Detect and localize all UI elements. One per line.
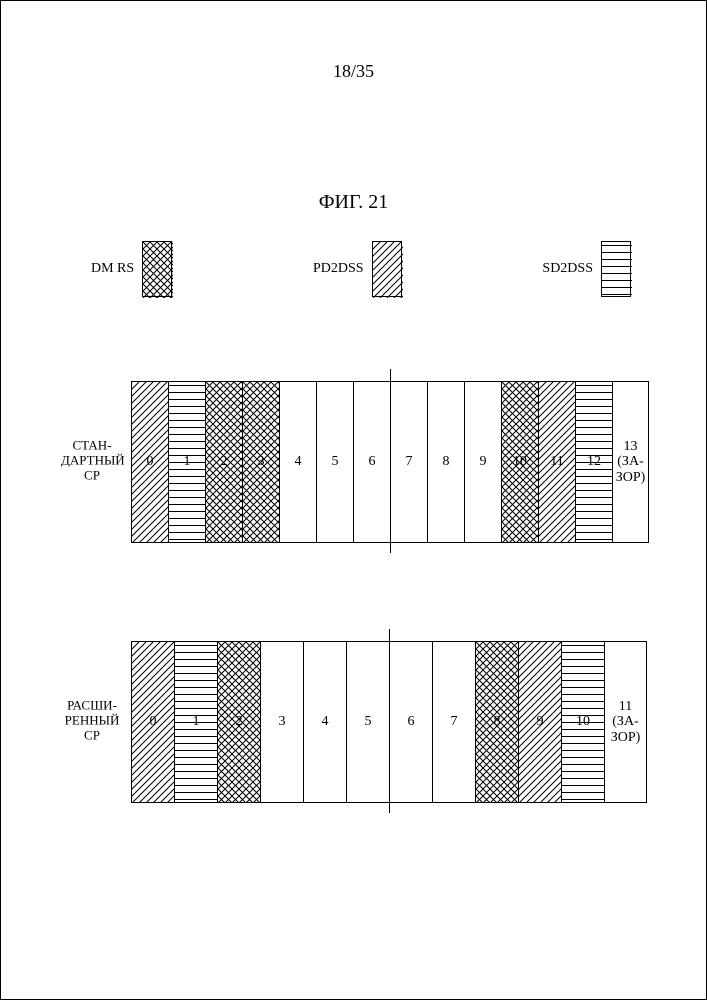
chart-cell-label: 3: [279, 714, 286, 729]
chart-cell-label: 1: [193, 714, 200, 729]
chart: РАСШИ-РЕННЫЙCP 0 1 2 3 4 5 6 7 8 9 10 11(ЗА-ЗОР): [61, 641, 647, 801]
chart-cell-label: 10: [513, 454, 527, 469]
chart-cell: 9: [518, 642, 561, 802]
chart-cell-label: 2: [221, 454, 228, 469]
chart-label-line: ДАРТНЫЙ: [61, 453, 125, 468]
chart-cell: 9: [464, 382, 501, 542]
chart: СТАН-ДАРТНЫЙCP012345678910111213(ЗА-ЗОР): [61, 381, 649, 541]
chart-label-line: СТАН-: [72, 438, 111, 453]
chart-cell-label: 0: [147, 454, 154, 469]
chart-cell-label: 7: [451, 714, 458, 729]
chart-midline: [390, 369, 391, 553]
chart-cell: 4: [303, 642, 346, 802]
chart-cell-label: 6: [408, 714, 415, 729]
chart-cell: 2: [217, 642, 260, 802]
chart-cell-label: 7: [406, 454, 413, 469]
chart-cell: 11(ЗА-ЗОР): [604, 642, 647, 802]
chart-cell-label: 5: [365, 714, 372, 729]
legend-swatch: [142, 241, 172, 297]
figure-title: ФИГ. 21: [1, 191, 706, 214]
chart-cell: 3: [260, 642, 303, 802]
chart-label: РАСШИ-РЕННЫЙCP: [61, 699, 123, 744]
chart-cell-label: 1: [184, 454, 191, 469]
chart-label: СТАН-ДАРТНЫЙCP: [61, 439, 123, 484]
chart-cell: 3: [242, 382, 279, 542]
chart-cell-label: 4: [322, 714, 329, 729]
chart-cell-label: 12: [587, 454, 601, 469]
chart-cell: 8: [427, 382, 464, 542]
chart-cell: 6: [353, 382, 390, 542]
chart-label-line: CP: [84, 727, 100, 742]
chart-cell-label: 6: [369, 454, 376, 469]
chart-cell-label: 8: [494, 714, 501, 729]
chart-label-line: CP: [84, 467, 100, 482]
legend-swatch: [372, 241, 402, 297]
chart-cell-label: 11(ЗА-ЗОР): [611, 699, 641, 745]
chart-midline: [389, 629, 390, 813]
chart-cell-label: 5: [332, 454, 339, 469]
legend-label: DM RS: [91, 261, 134, 277]
chart-cell-label: 9: [480, 454, 487, 469]
page-number: 18/35: [1, 61, 706, 82]
chart-cell: 10: [561, 642, 604, 802]
chart-cell: 12: [575, 382, 612, 542]
legend-swatch: [601, 241, 631, 297]
chart-cell: 1: [168, 382, 205, 542]
chart-label-line: РАСШИ-: [67, 698, 117, 713]
chart-cell-label: 11: [550, 454, 563, 469]
chart-cell: 4: [279, 382, 316, 542]
chart-cell: 0: [131, 382, 168, 542]
chart-cell-label: 9: [537, 714, 544, 729]
chart-cell: 2: [205, 382, 242, 542]
chart-label-line: РЕННЫЙ: [65, 713, 120, 728]
chart-cell: 8: [475, 642, 518, 802]
legend-item: SD2DSS: [542, 241, 631, 297]
chart-cell: 10: [501, 382, 538, 542]
chart-cell-label: 13(ЗА-ЗОР): [616, 439, 646, 485]
chart-cell-label: 2: [236, 714, 243, 729]
page: 18/35 ФИГ. 21 DM RS PD2DSS SD2DSS СТАН-ДАР…: [0, 0, 707, 1000]
chart-cell: 7: [390, 382, 427, 542]
chart-cell: 13(ЗА-ЗОР): [612, 382, 649, 542]
legend-item: PD2DSS: [313, 241, 402, 297]
chart-cell-label: 3: [258, 454, 265, 469]
chart-cell: 7: [432, 642, 475, 802]
chart-cell-label: 8: [443, 454, 450, 469]
chart-cell: 11: [538, 382, 575, 542]
chart-cell-label: 0: [150, 714, 157, 729]
chart-cell-label: 4: [295, 454, 302, 469]
legend-label: PD2DSS: [313, 261, 364, 277]
chart-cell: 1: [174, 642, 217, 802]
legend: DM RS PD2DSS SD2DSS: [91, 241, 631, 297]
chart-cell: 6: [389, 642, 432, 802]
chart-cell: 5: [346, 642, 389, 802]
legend-item: DM RS: [91, 241, 172, 297]
chart-cell: 5: [316, 382, 353, 542]
chart-cell-label: 10: [576, 714, 590, 729]
chart-cell: 0: [131, 642, 174, 802]
legend-label: SD2DSS: [542, 261, 593, 277]
